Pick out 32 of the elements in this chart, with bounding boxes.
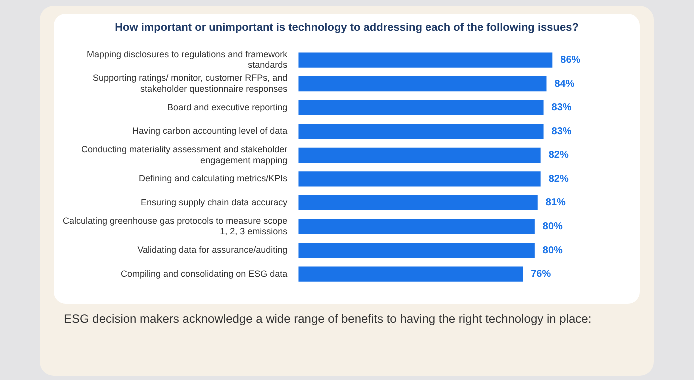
data-label: 83% (552, 126, 572, 138)
data-label: 80% (542, 222, 564, 232)
data-label: 76% (531, 269, 552, 280)
y-tick-label: Conducting materiality assessment and stakeholder engagement mapping (82, 144, 288, 166)
bar (298, 76, 547, 92)
bar (298, 124, 544, 140)
data-label: 86% (560, 55, 581, 66)
y-tick-label: Mapping disclosures to regulations and framework standards (87, 49, 288, 70)
bar (298, 219, 535, 234)
y-tick-label: Having carbon accounting level of data (132, 126, 288, 136)
y-tick-label: Board and executive reporting (168, 102, 288, 112)
text: ESG decision makers acknowledge a wide range of benefits to having the right technology in place: (64, 312, 593, 326)
bar (298, 266, 524, 282)
bar (298, 148, 541, 163)
bar (298, 195, 538, 211)
bar (298, 100, 544, 116)
data-label: 81% (546, 198, 566, 209)
bar (298, 242, 535, 258)
chart-title: How important or unimportant is technology to addressing each of the following issues? (114, 22, 580, 34)
data-label: 80% (542, 245, 564, 256)
data-label: 82% (548, 174, 569, 185)
data-label: 84% (554, 78, 575, 90)
y-tick-label: Compiling and consolidating on ESG data (121, 268, 288, 279)
bar (298, 52, 553, 68)
y-tick-label: Ensuring supply chain data accuracy (141, 197, 288, 208)
bar (298, 172, 541, 187)
y-tick-label: Validating data for assurance/auditing (138, 245, 288, 256)
y-tick-label: Calculating greenhouse gas protocols to measure scope 1, 2, 3 emissions (62, 216, 288, 237)
data-label: 82% (548, 150, 569, 162)
data-label: 83% (552, 102, 572, 114)
y-tick-label: Defining and calculating metrics/KPIs (139, 174, 288, 184)
y-tick-label: Supporting ratings/ monitor, customer RFPs, and stakeholder questionnaire responses (93, 73, 288, 94)
